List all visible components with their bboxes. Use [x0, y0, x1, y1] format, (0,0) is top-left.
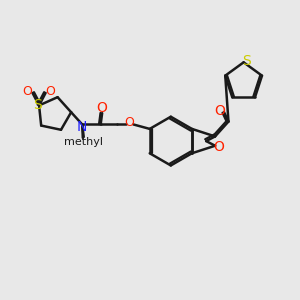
Text: methyl: methyl	[64, 137, 103, 147]
Text: O: O	[124, 116, 134, 130]
Text: S: S	[33, 98, 42, 112]
Text: O: O	[97, 101, 108, 115]
Text: O: O	[22, 85, 32, 98]
Text: O: O	[213, 140, 224, 154]
Text: S: S	[242, 54, 250, 68]
Text: N: N	[77, 120, 87, 134]
Text: O: O	[46, 85, 56, 98]
Text: O: O	[215, 103, 226, 118]
